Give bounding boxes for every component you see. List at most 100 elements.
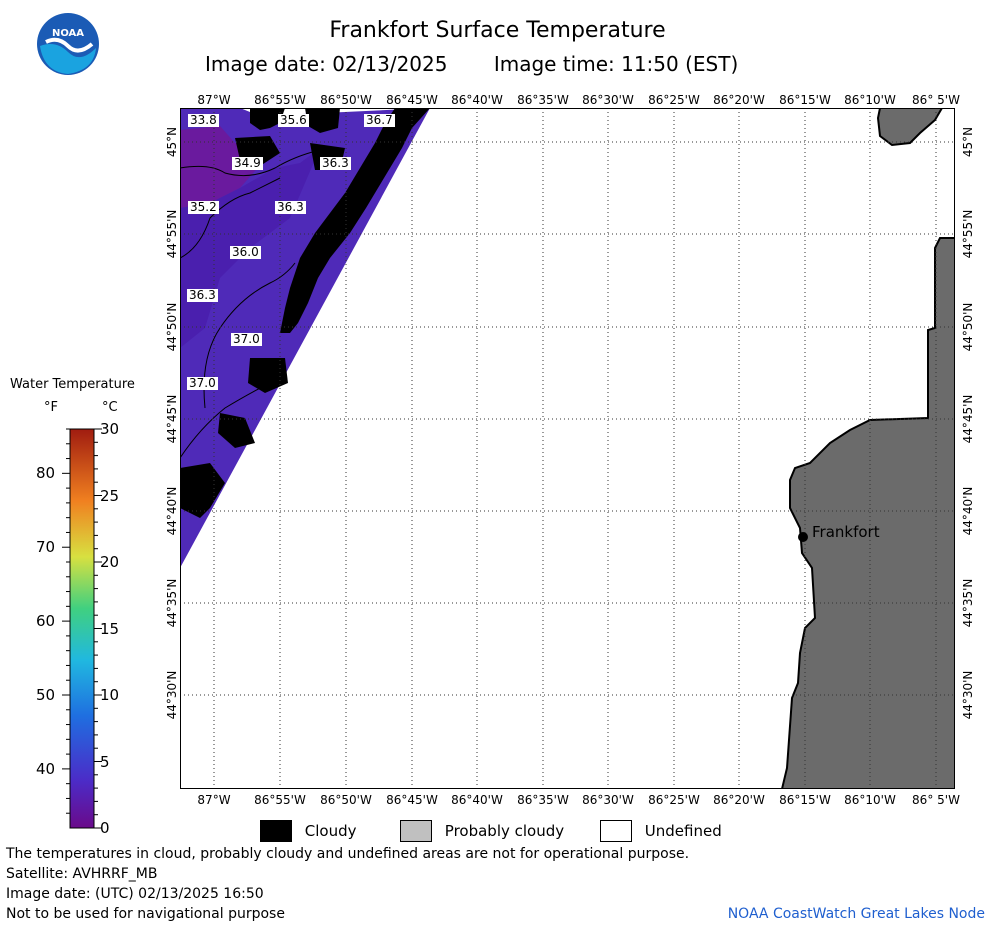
undefined-swatch	[600, 820, 632, 842]
unit-celsius: °C	[102, 400, 118, 415]
colorbar-celsius-label: 20	[100, 553, 120, 571]
colorbar-ticks	[62, 428, 102, 829]
coastwatch-node: NOAA CoastWatch Great Lakes Node	[727, 906, 985, 922]
colorbar-celsius-label: 30	[100, 420, 120, 438]
longitude-label: 86°40'W	[451, 793, 503, 807]
legend-undefined: Undefined	[600, 820, 722, 842]
longitude-label: 86°25'W	[648, 93, 700, 107]
image-date: Image date: 02/13/2025	[205, 52, 448, 76]
cloudy-label: Cloudy	[304, 821, 357, 840]
map-panel: Frankfort	[180, 108, 955, 789]
cloud-strip	[280, 108, 430, 333]
undefined-label: Undefined	[644, 821, 722, 840]
longitude-label: 86°40'W	[451, 93, 503, 107]
longitude-label: 86°35'W	[517, 93, 569, 107]
contour-label: 36.3	[320, 156, 351, 170]
longitude-label: 86°10'W	[844, 93, 896, 107]
map-title: Frankfort Surface Temperature	[329, 18, 666, 43]
land-michigan-shore	[780, 237, 955, 789]
colorbar-fahrenheit-label: 60	[36, 612, 56, 631]
longitude-label: 86° 5'W	[912, 793, 960, 807]
longitude-label: 86°10'W	[844, 793, 896, 807]
unit-fahrenheit: °F	[44, 400, 58, 415]
longitude-label: 86°30'W	[582, 93, 634, 107]
longitude-label: 86°35'W	[517, 793, 569, 807]
land-northeast	[876, 108, 944, 147]
longitude-label: 86°45'W	[386, 93, 438, 107]
colorbar-fahrenheit-label: 50	[36, 686, 56, 704]
disclaimer-text: The temperatures in cloud, probably clou…	[6, 846, 690, 862]
longitude-label: 86°30'W	[582, 793, 634, 807]
latitude-label: 44°30'N	[165, 670, 179, 720]
colorbar-fahrenheit-label: 80	[36, 464, 56, 483]
frankfort-marker	[798, 532, 808, 542]
longitude-label: 87°W	[197, 793, 231, 807]
contour-lines	[180, 149, 321, 459]
satellite-text: Satellite: AVHRRF_MB	[6, 866, 158, 882]
map-frame	[180, 108, 955, 789]
contour-label: 33.8	[188, 113, 219, 127]
latitude-label: 45°N	[961, 126, 975, 158]
contour-label: 36.3	[275, 200, 306, 214]
colorbar-celsius-label: 10	[100, 686, 120, 704]
contour-label: 34.9	[232, 156, 263, 170]
contour-label: 37.0	[187, 376, 218, 390]
latitude-label: 44°30'N	[961, 670, 975, 720]
noaa-logo-icon: NOAA	[37, 13, 99, 75]
image-info: Image date: 02/13/2025 Image time: 11:50…	[205, 52, 738, 76]
contour-label: 35.2	[188, 200, 219, 214]
noaa-logo: NOAA	[36, 12, 100, 76]
latitude-label: 44°40'N	[165, 486, 179, 536]
colorbar-fahrenheit-label: 40	[36, 759, 56, 778]
legend-probably-cloudy: Probably cloudy	[400, 820, 564, 842]
colorbar-celsius-label: 25	[100, 486, 120, 505]
grid-lines	[180, 108, 955, 789]
cloud-patch	[248, 358, 288, 393]
latitude-label: 44°55'N	[961, 209, 975, 259]
colorbar-celsius-label: 0	[100, 819, 110, 837]
latitude-label: 44°50'N	[165, 302, 179, 352]
image-time: Image time: 11:50 (EST)	[493, 52, 739, 76]
longitude-label: 86° 5'W	[912, 93, 960, 107]
contour-label: 36.3	[187, 288, 218, 302]
colorbar-gradient	[69, 428, 95, 829]
land-areas	[780, 108, 955, 789]
cloud-areas	[180, 108, 430, 518]
contour-label: 37.0	[231, 332, 262, 346]
svg-text:NOAA: NOAA	[52, 28, 84, 39]
longitude-label: 86°50'W	[320, 793, 372, 807]
colorbar-celsius-label: 15	[100, 619, 120, 638]
latitude-label: 44°50'N	[961, 302, 975, 352]
contour-label: 36.0	[230, 245, 261, 259]
latitude-label: 44°45'N	[961, 394, 975, 444]
latitude-label: 44°45'N	[165, 394, 179, 444]
probably-cloudy-label: Probably cloudy	[444, 821, 565, 840]
longitude-label: 86°15'W	[779, 93, 831, 107]
longitude-label: 86°45'W	[386, 793, 438, 807]
navigation-disclaimer: Not to be used for navigational purpose	[6, 906, 285, 922]
longitude-label: 86°15'W	[779, 793, 831, 807]
longitude-label: 86°25'W	[648, 793, 700, 807]
latitude-label: 45°N	[165, 126, 179, 158]
colorbar-fahrenheit-label: 70	[36, 538, 56, 557]
longitude-label: 86°55'W	[254, 793, 306, 807]
longitude-label: 86°20'W	[713, 793, 765, 807]
longitude-label: 86°50'W	[320, 93, 372, 107]
probably-cloudy-swatch	[400, 820, 432, 842]
cloudy-swatch	[260, 820, 292, 842]
latitude-label: 44°35'N	[961, 578, 975, 628]
cloud-patch	[305, 108, 340, 133]
frankfort-label: Frankfort	[812, 523, 880, 541]
contour-label: 36.7	[364, 113, 395, 127]
longitude-label: 87°W	[197, 93, 231, 107]
utc-date-text: Image date: (UTC) 02/13/2025 16:50	[6, 886, 264, 902]
contour-label: 35.6	[278, 113, 309, 127]
latitude-label: 44°40'N	[961, 486, 975, 536]
longitude-label: 86°20'W	[713, 93, 765, 107]
cloud-patch	[250, 108, 285, 130]
latitude-label: 44°35'N	[165, 578, 179, 628]
cloud-patch	[218, 413, 255, 448]
latitude-label: 44°55'N	[165, 209, 179, 259]
colorbar-celsius-label: 5	[100, 752, 110, 771]
colorbar	[62, 428, 102, 829]
